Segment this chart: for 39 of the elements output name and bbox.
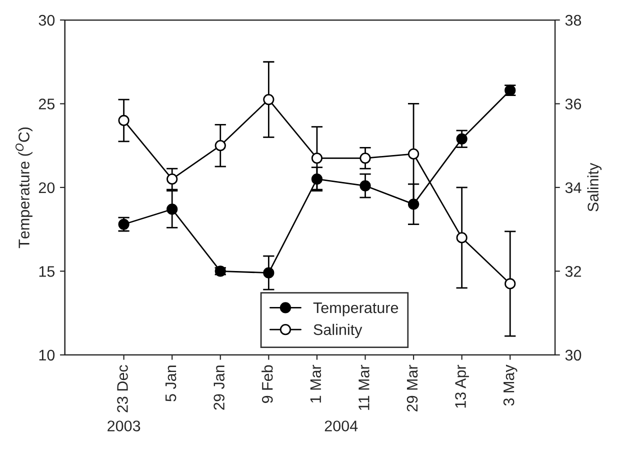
y-tick-label: 10: [39, 350, 55, 361]
x-tick-label: 23 Dec: [117, 365, 128, 412]
y-tick-label: 20: [38, 182, 55, 194]
point: [360, 152, 371, 164]
y2-axis-title: Salinity: [587, 162, 602, 212]
text: 2003: [108, 420, 140, 432]
x-tick-label: 29 Jan: [214, 366, 224, 410]
point: [214, 140, 226, 152]
y2-tick-label: 34: [565, 182, 582, 194]
x-tick-label: 9 Feb: [262, 365, 273, 403]
legend-label: Salinity: [314, 324, 362, 338]
point: [263, 267, 274, 278]
y-tick-label: 25: [38, 98, 55, 110]
point: [456, 133, 468, 144]
text: 2004: [324, 420, 358, 432]
y-axis-title: Temperature ($^{O}$C): [16, 127, 32, 248]
point: [166, 174, 178, 185]
point: [504, 278, 516, 290]
point: [166, 204, 178, 215]
y-tick-label: 30: [38, 14, 55, 26]
y2-tick-label: 30: [565, 350, 582, 361]
point: [456, 232, 468, 244]
x-tick-label: 3 May: [503, 364, 518, 406]
x-tick-label: 1 Mar: [310, 364, 322, 403]
point: [118, 114, 130, 126]
point: [311, 174, 323, 185]
point: [360, 180, 371, 192]
x-tick-label: 29 Mar: [406, 364, 418, 412]
y-tick-label: 15: [39, 266, 55, 277]
x-tick-label: 11 Mar: [358, 364, 370, 410]
point: [263, 94, 274, 106]
y2-tick-label: 32: [565, 266, 581, 277]
x-tick-label: 5 Jan: [166, 366, 176, 402]
y2-tick-label: 38: [565, 14, 582, 26]
point: [311, 152, 323, 164]
point: [408, 148, 420, 160]
x-tick-label: 13 Apr: [455, 364, 469, 408]
y2-tick-label: 36: [565, 98, 582, 110]
legend-label: Temperature: [313, 302, 398, 316]
